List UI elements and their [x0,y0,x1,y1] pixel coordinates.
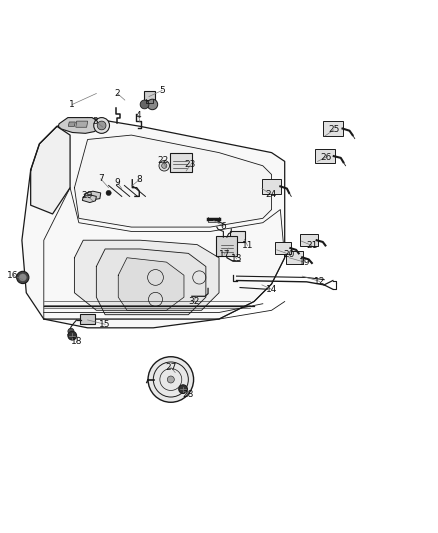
Text: 25: 25 [328,125,339,134]
Text: 9: 9 [114,178,120,187]
Text: 19: 19 [299,257,310,266]
Text: 8: 8 [136,175,142,184]
Polygon shape [22,118,285,328]
FancyBboxPatch shape [144,91,155,100]
Polygon shape [58,118,101,133]
Circle shape [140,100,149,109]
FancyBboxPatch shape [262,179,281,194]
Circle shape [97,121,106,130]
Text: 12: 12 [314,277,325,286]
FancyBboxPatch shape [300,233,318,246]
Text: 24: 24 [265,190,276,199]
Circle shape [159,160,170,171]
Text: 3: 3 [92,117,99,126]
Text: 5: 5 [159,86,165,95]
Circle shape [179,385,187,393]
Text: 7: 7 [98,174,104,183]
Polygon shape [31,126,70,214]
FancyBboxPatch shape [216,236,237,256]
Text: 18: 18 [71,337,82,346]
Text: 6: 6 [220,222,226,231]
FancyBboxPatch shape [80,314,95,324]
Text: 15: 15 [99,320,111,329]
Polygon shape [96,249,206,314]
Circle shape [94,118,110,133]
FancyBboxPatch shape [170,154,192,172]
Text: 14: 14 [266,285,277,294]
Text: 2: 2 [115,89,120,98]
Text: 28: 28 [183,390,194,399]
FancyBboxPatch shape [275,241,291,254]
Polygon shape [84,191,101,200]
Text: 26: 26 [321,152,332,161]
Text: 13: 13 [231,254,242,263]
Text: 17: 17 [219,250,230,259]
Polygon shape [74,135,272,227]
Circle shape [147,99,158,110]
Text: 16: 16 [7,271,19,280]
FancyBboxPatch shape [323,121,343,136]
Circle shape [68,328,74,334]
Circle shape [17,271,29,284]
Circle shape [167,376,174,383]
Text: 23: 23 [185,160,196,169]
Text: 27: 27 [165,363,177,372]
Circle shape [19,274,26,281]
Polygon shape [74,240,219,310]
Polygon shape [68,122,75,126]
Polygon shape [76,121,88,127]
Text: 22: 22 [157,156,169,165]
Circle shape [68,332,77,340]
Text: 29: 29 [81,191,92,200]
Circle shape [162,163,167,168]
Text: 32: 32 [188,297,199,306]
FancyBboxPatch shape [230,231,245,242]
Text: 21: 21 [306,241,318,250]
Text: 1: 1 [69,100,75,109]
Polygon shape [118,258,184,310]
FancyBboxPatch shape [286,251,303,264]
Text: 20: 20 [283,250,295,259]
Polygon shape [82,195,96,203]
Circle shape [106,190,111,196]
FancyBboxPatch shape [315,149,335,163]
Text: 11: 11 [242,241,253,250]
Circle shape [148,357,194,402]
Text: 4: 4 [136,111,141,120]
